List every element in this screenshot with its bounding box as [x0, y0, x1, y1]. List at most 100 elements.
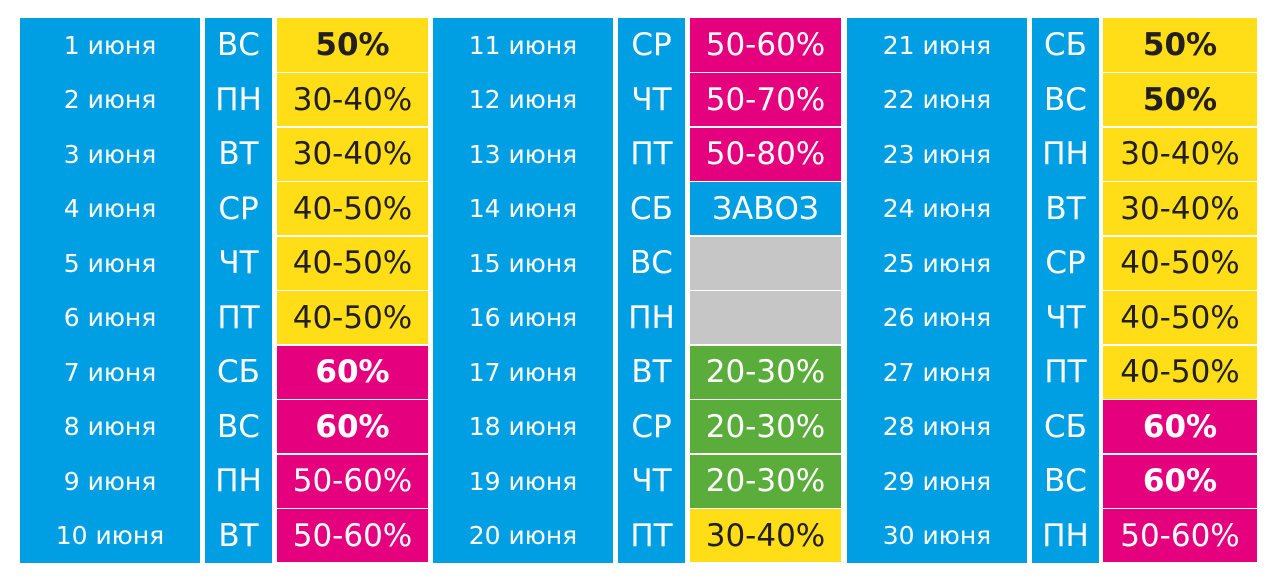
date-cell: 18 июня — [468, 412, 578, 442]
date-cell: 20 июня — [468, 521, 578, 551]
date-cell: 29 июня — [882, 466, 992, 496]
weekday-cell: СБ — [630, 190, 673, 227]
date-cell: 16 июня — [468, 303, 578, 333]
date-cell: 11 июня — [468, 30, 578, 60]
date-cell: 14 июня — [468, 194, 578, 224]
discount-cell: 20-30% — [690, 400, 841, 454]
discount-cell: 30-40% — [1103, 127, 1257, 181]
weekday-cell: ВС — [1044, 81, 1087, 118]
discount-cell: 50-80% — [690, 127, 841, 181]
date-cell: 27 июня — [882, 357, 992, 387]
date-cell: 1 июня — [63, 30, 157, 60]
discount-cell: 50-70% — [690, 73, 841, 127]
date-cell: 4 июня — [63, 194, 157, 224]
date-cell: 30 июня — [882, 521, 992, 551]
date-column: 1 июня 2 июня 3 июня 4 июня 5 июня 6 июня 7 ию… — [20, 18, 200, 563]
date-cell: 8 июня — [63, 412, 157, 442]
date-cell: 25 июня — [882, 248, 992, 278]
weekday-cell: ПН — [215, 463, 262, 500]
weekday-cell: СБ — [1044, 408, 1087, 445]
discount-cell: 50% — [1103, 73, 1257, 127]
discount-cell: 60% — [1103, 400, 1257, 454]
date-cell: 13 июня — [468, 139, 578, 169]
date-cell: 22 июня — [882, 85, 992, 115]
discount-cell: 40-50% — [277, 291, 428, 345]
weekday-cell: ЧТ — [218, 245, 259, 282]
date-cell: 17 июня — [468, 357, 578, 387]
weekday-cell: ВС — [217, 408, 260, 445]
discount-cell: 30-40% — [277, 73, 428, 127]
weekday-cell: СР — [1045, 245, 1086, 282]
date-cell: 7 июня — [63, 357, 157, 387]
date-cell: 24 июня — [882, 194, 992, 224]
discount-cell: 40-50% — [277, 236, 428, 290]
weekday-cell: ВС — [1044, 463, 1087, 500]
weekday-cell: ПН — [628, 299, 675, 336]
discount-column: 50% 30-40% 30-40% 40-50% 40-50% 40-50% 60% 60% 5… — [277, 18, 428, 563]
weekday-cell: ЧТ — [631, 463, 672, 500]
discount-cell: 60% — [277, 400, 428, 454]
weekday-cell: ПН — [215, 81, 262, 118]
discount-cell: 60% — [1103, 454, 1257, 508]
date-column: 21 июня 22 июня 23 июня 24 июня 25 июня 26 ию… — [847, 18, 1027, 563]
date-cell: 15 июня — [468, 248, 578, 278]
date-cell: 9 июня — [63, 466, 157, 496]
weekday-cell: ВС — [630, 245, 673, 282]
discount-cell: 50-60% — [277, 509, 428, 563]
discount-cell — [690, 236, 841, 290]
date-cell: 23 июня — [882, 139, 992, 169]
discount-cell: 30-40% — [1103, 182, 1257, 236]
discount-cell: 50-60% — [277, 454, 428, 508]
weekday-cell: ВТ — [1045, 190, 1086, 227]
weekday-cell: ПТ — [1044, 354, 1087, 391]
date-column: 11 июня 12 июня 13 июня 14 июня 15 июня 16 ию… — [433, 18, 613, 563]
discount-cell: 40-50% — [1103, 236, 1257, 290]
discount-cell: 60% — [277, 345, 428, 399]
weekday-cell: ВС — [217, 27, 260, 64]
discount-column: 50% 50% 30-40% 30-40% 40-50% 40-50% 40-50% 60% 6… — [1103, 18, 1257, 563]
discount-cell: 40-50% — [277, 182, 428, 236]
date-cell: 28 июня — [882, 412, 992, 442]
discount-cell: 40-50% — [1103, 291, 1257, 345]
weekday-cell: ПТ — [630, 517, 673, 554]
date-cell: 6 июня — [63, 303, 157, 333]
discount-cell: 20-30% — [690, 345, 841, 399]
discount-cell: ЗАВОЗ — [690, 182, 841, 236]
discount-column: 50-60% 50-70% 50-80% ЗАВОЗ 20-30% 20-30% 20-30… — [690, 18, 841, 563]
date-cell: 10 июня — [55, 521, 165, 551]
date-cell: 21 июня — [882, 30, 992, 60]
weekday-cell: СР — [631, 27, 672, 64]
weekday-cell: ВТ — [218, 136, 259, 173]
weekday-column: СБ ВС ПН ВТ СР ЧТ ПТ СБ ВС ПН — [1032, 18, 1099, 563]
discount-cell: 30-40% — [690, 509, 841, 563]
discount-cell: 50% — [277, 18, 428, 72]
discount-cell — [690, 291, 841, 345]
weekday-column: ВС ПН ВТ СР ЧТ ПТ СБ ВС ПН ВТ — [205, 18, 272, 563]
date-cell: 5 июня — [63, 248, 157, 278]
discount-cell: 50-60% — [690, 18, 841, 72]
date-cell: 26 июня — [882, 303, 992, 333]
weekday-cell: СБ — [217, 354, 260, 391]
discount-cell: 20-30% — [690, 454, 841, 508]
discount-cell: 50-60% — [1103, 509, 1257, 563]
date-cell: 3 июня — [63, 139, 157, 169]
weekday-cell: ПТ — [630, 136, 673, 173]
weekday-column: СР ЧТ ПТ СБ ВС ПН ВТ СР ЧТ ПТ — [618, 18, 685, 563]
discount-cell: 30-40% — [277, 127, 428, 181]
weekday-cell: ЧТ — [631, 81, 672, 118]
weekday-cell: СР — [631, 408, 672, 445]
weekday-cell: ЧТ — [1045, 299, 1086, 336]
weekday-cell: ПН — [1042, 517, 1089, 554]
discount-calendar-grid: 1 июня 2 июня 3 июня 4 июня 5 июня 6 июня 7 ию… — [20, 18, 1257, 563]
weekday-cell: ПТ — [217, 299, 260, 336]
weekday-cell: ПН — [1042, 136, 1089, 173]
date-cell: 2 июня — [63, 85, 157, 115]
date-cell: 12 июня — [468, 85, 578, 115]
weekday-cell: СБ — [1044, 27, 1087, 64]
weekday-cell: ВТ — [218, 517, 259, 554]
weekday-cell: ВТ — [631, 354, 672, 391]
date-cell: 19 июня — [468, 466, 578, 496]
discount-cell: 40-50% — [1103, 345, 1257, 399]
weekday-cell: СР — [218, 190, 259, 227]
discount-cell: 50% — [1103, 18, 1257, 72]
